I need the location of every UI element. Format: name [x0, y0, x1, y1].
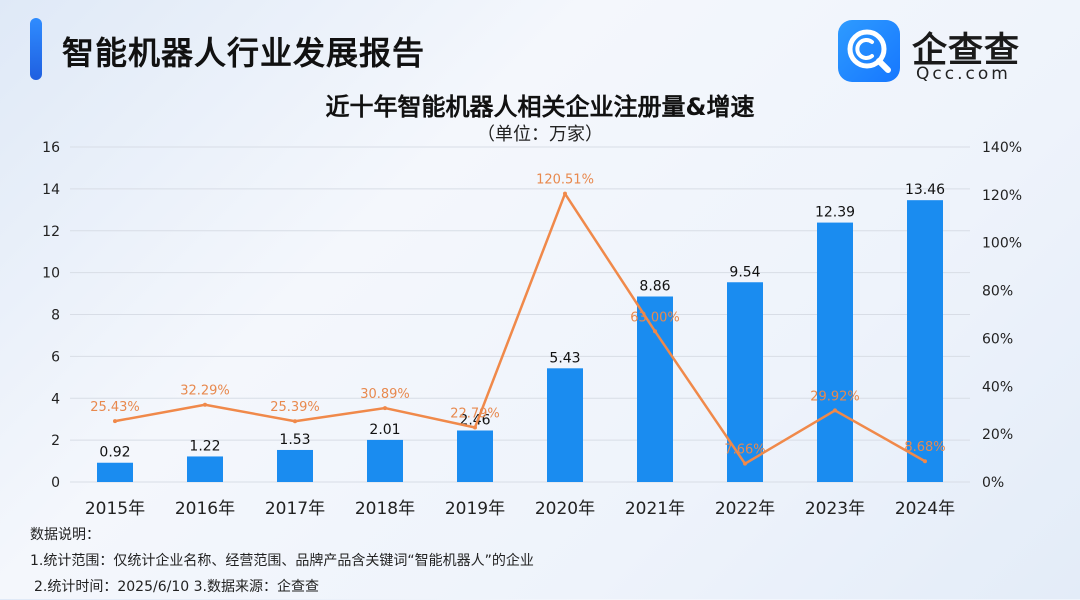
bar [727, 282, 763, 482]
logo-text-cn: 企查查 [912, 31, 1021, 71]
y-right-tick-label: 100% [982, 236, 1022, 252]
notes-line-2: 2.统计时间：2025/6/10 3.数据来源：企查查 [34, 579, 319, 595]
bar-value-label: 1.22 [189, 438, 220, 454]
y-right-tick-label: 80% [982, 284, 1013, 300]
y-left-tick-label: 8 [51, 308, 60, 324]
notes-heading: 数据说明： [30, 527, 100, 543]
line-value-label: 30.89% [360, 387, 410, 402]
line-value-label: 32.29% [180, 384, 230, 399]
line-value-label: 29.92% [810, 389, 860, 404]
x-tick-label: 2022年 [715, 499, 775, 519]
page-title: 智能机器人行业发展报告 [62, 34, 426, 72]
y-right-tick-label: 40% [982, 379, 1013, 395]
y-left-tick-label: 2 [51, 433, 60, 449]
qcc-logo-icon [838, 20, 900, 82]
line-point [113, 419, 117, 424]
growth-line [114, 192, 926, 465]
data-notes: 数据说明： 1.统计范围：仅统计企业名称、经营范围、品牌产品含关键词“智能机器人… [30, 522, 534, 600]
y-left-tick-label: 0 [51, 475, 60, 491]
x-tick-label: 2016年 [175, 499, 235, 519]
y-right-tick-label: 60% [982, 331, 1013, 347]
y-right-tick-label: 20% [982, 427, 1013, 443]
line-point [473, 425, 477, 430]
bar [277, 449, 313, 482]
bar-value-label: 12.39 [815, 205, 855, 221]
line-value-label: 120.51% [536, 173, 594, 188]
line-point [743, 461, 747, 466]
header-accent-bar [30, 18, 42, 80]
y-left-tick-label: 16 [42, 140, 60, 156]
bar [907, 200, 943, 482]
logo-text-en: Qcc.com [916, 64, 1011, 84]
bar [97, 462, 133, 482]
chart-title: 近十年智能机器人相关企业注册量&增速 [325, 93, 755, 121]
line-value-label: 63.00% [630, 310, 680, 325]
line-point [293, 419, 297, 424]
x-tick-label: 2020年 [535, 499, 595, 519]
line-point [563, 191, 567, 196]
line-point [383, 406, 387, 411]
y-left-tick-label: 10 [42, 266, 60, 282]
x-tick-label: 2024年 [895, 499, 955, 519]
qcc-logo: 企查查 Qcc.com [838, 20, 1063, 84]
line-value-label: 22.79% [450, 406, 500, 421]
y-left-tick-label: 14 [42, 182, 60, 198]
bar-value-label: 9.54 [729, 264, 760, 280]
line-point [923, 459, 927, 464]
bar [547, 368, 583, 482]
bar-value-label: 8.86 [639, 278, 670, 294]
bar [367, 439, 403, 482]
line-point [653, 329, 657, 334]
line-value-label: 7.66% [724, 443, 765, 458]
y-right-tick-label: 0% [982, 475, 1004, 491]
bar [817, 222, 853, 482]
bar-value-label: 2.01 [369, 422, 400, 438]
bar [637, 296, 673, 482]
bar [457, 430, 493, 482]
bar-value-label: 1.53 [279, 432, 310, 448]
notes-line-1: 1.统计范围：仅统计企业名称、经营范围、品牌产品含关键词“智能机器人”的企业 [30, 553, 534, 569]
x-tick-label: 2015年 [85, 499, 145, 519]
line-point [833, 408, 837, 413]
line-value-label: 25.39% [270, 400, 320, 415]
bar-value-label: 13.46 [905, 182, 945, 198]
x-tick-label: 2017年 [265, 499, 325, 519]
x-tick-label: 2018年 [355, 499, 415, 519]
y-left-tick-label: 12 [42, 224, 60, 240]
y-right-tick-label: 120% [982, 188, 1022, 204]
y-left-tick-label: 4 [51, 391, 60, 407]
bar [187, 456, 223, 482]
y-left-tick-label: 6 [51, 349, 60, 365]
x-tick-label: 2019年 [445, 499, 505, 519]
line-value-label: 8.68% [904, 440, 945, 455]
line-value-label: 25.43% [90, 400, 140, 415]
x-tick-label: 2021年 [625, 499, 685, 519]
bar-value-label: 5.43 [549, 350, 580, 366]
bar-value-label: 2.46 [459, 412, 490, 428]
chart-subtitle: （单位：万家） [477, 124, 603, 145]
x-tick-label: 2023年 [805, 499, 865, 519]
y-right-tick-label: 140% [982, 140, 1022, 156]
bar-value-label: 0.92 [99, 445, 130, 461]
line-point [203, 402, 207, 407]
